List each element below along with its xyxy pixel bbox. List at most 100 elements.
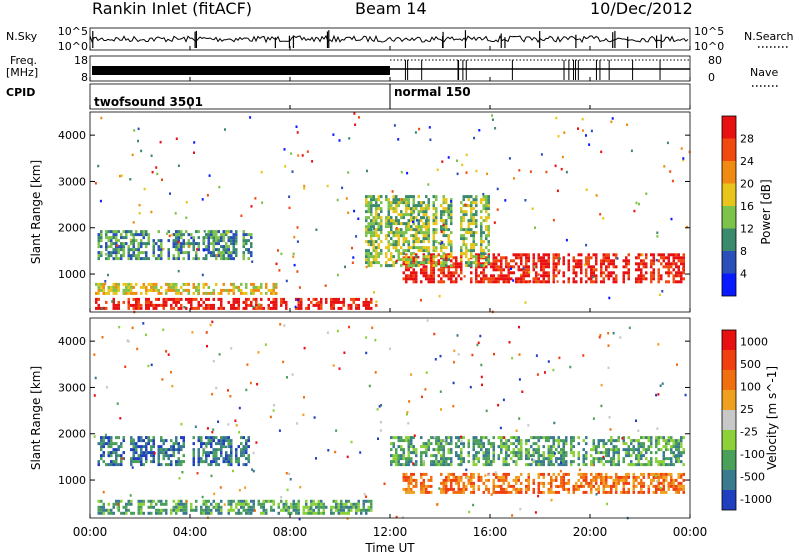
heatmap-cell xyxy=(455,262,458,266)
heatmap-cell xyxy=(460,277,463,281)
heatmap-cell xyxy=(665,457,668,461)
heatmap-cell xyxy=(297,502,300,506)
heatmap-cell xyxy=(438,487,441,490)
heatmap-cell xyxy=(465,243,468,247)
heatmap-cell xyxy=(475,277,478,281)
heatmap-cell xyxy=(417,222,420,226)
heatmap-cell xyxy=(338,139,341,142)
heatmap-cell xyxy=(377,216,380,220)
heatmap-cell xyxy=(110,242,113,246)
heatmap-cell xyxy=(132,242,135,246)
colorbar-tick-label: 25 xyxy=(740,403,754,416)
heatmap-cell xyxy=(172,242,175,246)
heatmap-cell xyxy=(205,303,208,307)
heatmap-cell xyxy=(115,254,118,258)
heatmap-cell xyxy=(565,439,568,443)
heatmap-cell xyxy=(445,210,448,214)
heatmap-cell xyxy=(557,253,560,257)
heatmap-cell xyxy=(545,259,548,263)
heatmap-cell xyxy=(296,270,299,273)
heatmap-cell xyxy=(590,481,593,485)
heatmap-cell xyxy=(117,257,120,261)
heatmap-cell xyxy=(665,463,668,467)
heatmap-cell xyxy=(657,253,660,257)
heatmap-cell xyxy=(475,439,478,443)
heatmap-cell xyxy=(110,251,113,255)
heatmap-cell xyxy=(393,124,396,127)
heatmap-cell xyxy=(500,487,503,491)
heatmap-cell xyxy=(535,436,538,440)
heatmap-cell xyxy=(525,463,528,467)
heatmap-cell xyxy=(182,436,185,440)
heatmap-cell xyxy=(185,288,188,292)
heatmap-cell xyxy=(105,253,107,256)
heatmap-cell xyxy=(225,230,228,234)
heatmap-cell xyxy=(140,463,143,467)
heatmap-cell xyxy=(205,291,208,295)
heatmap-cell xyxy=(422,207,425,211)
heatmap-cell xyxy=(485,457,488,461)
heatmap-cell xyxy=(665,478,668,482)
heatmap-cell xyxy=(127,257,130,261)
heatmap-cell xyxy=(110,451,113,455)
heatmap-cell xyxy=(185,306,188,310)
heatmap-cell xyxy=(175,137,178,140)
heatmap-cell xyxy=(265,291,268,295)
heatmap-cell xyxy=(640,454,643,458)
heatmap-cell xyxy=(547,280,550,284)
heatmap-cell xyxy=(147,442,150,446)
heatmap-cell xyxy=(470,261,473,265)
heatmap-cell xyxy=(155,511,158,515)
heatmap-cell xyxy=(567,277,570,281)
heatmap-cell xyxy=(437,259,440,263)
heatmap-cell xyxy=(220,442,223,446)
heatmap-cell xyxy=(97,245,100,249)
heatmap-cell xyxy=(415,463,418,467)
heatmap-cell xyxy=(372,222,375,226)
heatmap-cell xyxy=(205,233,208,237)
heatmap-cell xyxy=(447,207,450,211)
heatmap-cell xyxy=(427,219,430,223)
heatmap-cell xyxy=(435,240,438,244)
heatmap-cell xyxy=(475,201,478,205)
heatmap-cell xyxy=(537,273,540,276)
heatmap-cell xyxy=(275,300,278,304)
heatmap-cell xyxy=(440,408,442,411)
heatmap-cell xyxy=(162,508,165,512)
heatmap-cell xyxy=(660,274,663,278)
heatmap-cell xyxy=(547,360,550,363)
heatmap-cell xyxy=(165,463,168,467)
heatmap-cell xyxy=(462,216,465,220)
heatmap-cell xyxy=(537,487,540,491)
heatmap-cell xyxy=(170,463,173,467)
heatmap-cell xyxy=(505,262,508,266)
heatmap-cell xyxy=(580,280,583,284)
heatmap-cell xyxy=(522,268,525,272)
heatmap-cell xyxy=(662,256,665,260)
heatmap-cell xyxy=(100,233,103,237)
heatmap-cell xyxy=(202,451,205,455)
heatmap-cell xyxy=(515,454,518,458)
heatmap-cell xyxy=(195,297,198,301)
heatmap-cell xyxy=(247,239,250,243)
heatmap-cell xyxy=(260,297,263,301)
heatmap-cell xyxy=(492,478,495,482)
heatmap-cell xyxy=(582,448,585,452)
heatmap-cell xyxy=(597,445,600,449)
heatmap-cell xyxy=(640,262,643,266)
heatmap-cell xyxy=(217,439,220,443)
heatmap-cell xyxy=(347,505,350,509)
heatmap-cell xyxy=(212,428,215,431)
heatmap-cell xyxy=(577,463,580,467)
heatmap-cell xyxy=(223,503,226,506)
heatmap-cell xyxy=(470,246,473,250)
heatmap-cell xyxy=(505,475,508,479)
heatmap-cell xyxy=(492,280,495,284)
heatmap-cell xyxy=(500,475,503,479)
heatmap-cell xyxy=(135,257,138,261)
heatmap-cell xyxy=(220,505,223,509)
heatmap-cell xyxy=(402,457,405,461)
heatmap-cell xyxy=(630,439,633,443)
heatmap-cell xyxy=(422,487,425,491)
heatmap-cell xyxy=(537,448,540,452)
